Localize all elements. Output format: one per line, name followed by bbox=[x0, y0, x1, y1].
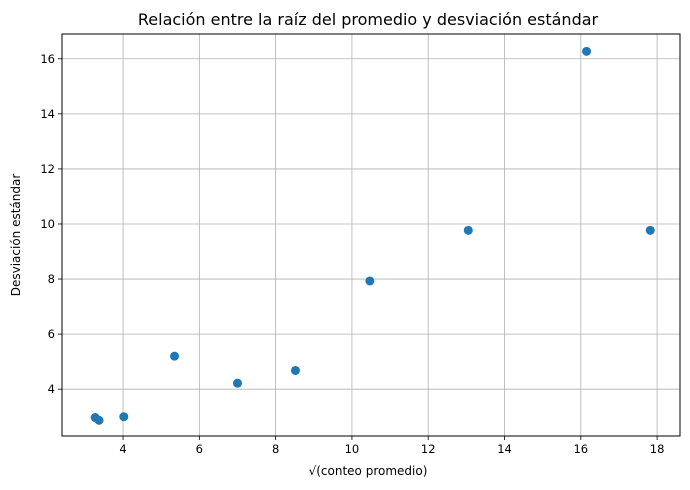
data-point bbox=[290, 365, 300, 375]
x-tick-label: 8 bbox=[272, 442, 279, 456]
x-tick-label: 12 bbox=[421, 442, 436, 456]
x-tick-label: 18 bbox=[650, 442, 665, 456]
chart-title: Relación entre la raíz del promedio y de… bbox=[138, 10, 599, 29]
y-tick-label: 10 bbox=[40, 217, 55, 231]
y-axis-ticks: 4 6 8 10 12 14 16 bbox=[40, 52, 62, 396]
data-point bbox=[582, 46, 592, 56]
data-point bbox=[645, 225, 655, 235]
y-tick-label: 14 bbox=[40, 107, 55, 121]
grid-lines bbox=[62, 34, 680, 436]
y-tick-label: 16 bbox=[40, 52, 55, 66]
data-point bbox=[365, 276, 375, 286]
y-tick-label: 12 bbox=[40, 162, 55, 176]
x-axis-label: √(conteo promedio) bbox=[309, 464, 428, 478]
y-tick-label: 4 bbox=[48, 382, 55, 396]
data-point bbox=[463, 225, 473, 235]
data-point bbox=[232, 378, 242, 388]
x-tick-label: 4 bbox=[119, 442, 126, 456]
data-point bbox=[119, 412, 129, 422]
y-tick-label: 6 bbox=[48, 327, 55, 341]
x-axis-ticks: 4 6 8 10 12 14 16 18 bbox=[119, 436, 664, 456]
x-tick-label: 16 bbox=[573, 442, 588, 456]
y-tick-label: 8 bbox=[48, 272, 55, 286]
data-point bbox=[170, 351, 180, 361]
x-tick-label: 10 bbox=[345, 442, 360, 456]
y-axis-label: Desviación estándar bbox=[9, 174, 23, 297]
x-tick-label: 14 bbox=[497, 442, 512, 456]
data-points bbox=[90, 46, 655, 425]
x-tick-label: 6 bbox=[196, 442, 203, 456]
plot-frame bbox=[61, 33, 681, 437]
data-point bbox=[94, 415, 104, 425]
